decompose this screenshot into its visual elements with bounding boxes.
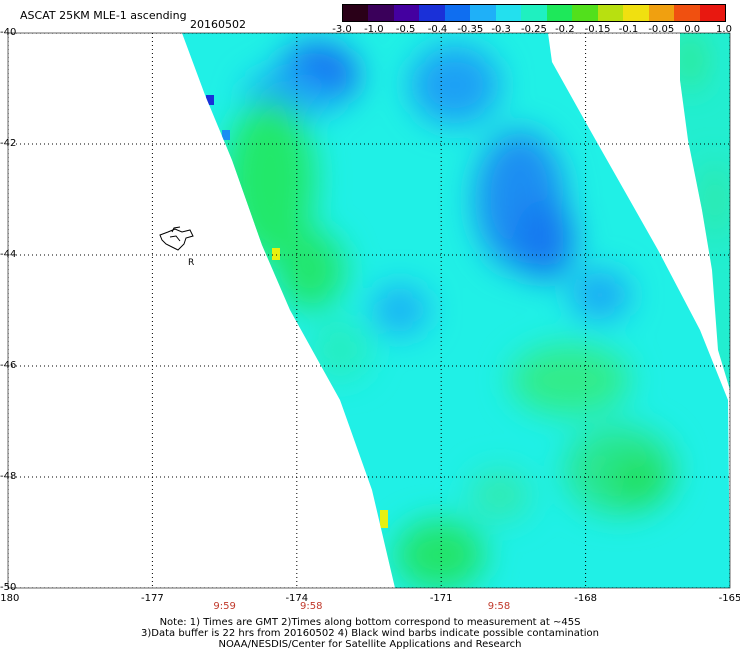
- colorbar-swatch: [521, 5, 547, 21]
- longitude-label: -174: [285, 593, 309, 604]
- latitude-label: -44: [0, 249, 17, 260]
- colorbar-swatch: [343, 5, 369, 21]
- note-line-1: Note: 1) Times are GMT 2)Times along bot…: [159, 617, 581, 628]
- latitude-label: -40: [0, 27, 17, 38]
- colorbar-tick-label: -0.05: [648, 24, 675, 35]
- longitude-label: -165: [718, 593, 740, 604]
- colorbar-swatch: [597, 5, 624, 21]
- colorbar-swatch: [444, 5, 471, 21]
- longitude-label: -171: [429, 593, 453, 604]
- plot-frame: [7, 32, 731, 589]
- latitude-label: -48: [0, 471, 17, 482]
- colorbar-swatch: [368, 5, 394, 21]
- colorbar-swatch: [495, 5, 522, 21]
- colorbar-tick-label: -3.0: [332, 24, 352, 35]
- colorbar-swatch: [419, 5, 445, 21]
- note-line-3: NOAA/NESDIS/Center for Satellite Applica…: [218, 639, 522, 650]
- swath-main: [182, 33, 730, 588]
- colorbar-swatch: [393, 5, 420, 21]
- map-title: ASCAT 25KM MLE-1 ascending: [20, 9, 187, 22]
- colorbar-tick-label: -0.35: [457, 24, 484, 35]
- colorbar-swatches: [343, 5, 726, 21]
- gridlines: [8, 33, 730, 588]
- colorbar-swatch: [648, 5, 675, 21]
- measurement-time-label: 9:58: [487, 601, 511, 612]
- colorbar: [342, 4, 726, 22]
- longitude-label: -180: [0, 593, 20, 604]
- longitude-label: -177: [141, 593, 164, 604]
- colorbar-tick-label: -1.0: [364, 24, 384, 35]
- colorbar-swatch: [572, 5, 598, 21]
- colorbar-swatch: [674, 5, 700, 21]
- colorbar-tick-label: -0.3: [491, 24, 511, 35]
- colorbar-tick-label: -0.4: [427, 24, 448, 35]
- longitude-label: -168: [574, 593, 597, 604]
- colorbar-tick-label: -0.2: [555, 24, 575, 35]
- island-outline: [159, 226, 194, 251]
- island-label: R: [188, 258, 194, 268]
- colorbar-swatch: [546, 5, 573, 21]
- colorbar-tick-label: 0.0: [684, 24, 701, 35]
- colorbar-tick-label: 1.0: [716, 24, 732, 35]
- note-line-2: 3)Data buffer is 22 hrs from 20160502 4)…: [141, 628, 599, 639]
- colorbar-swatch: [623, 5, 649, 21]
- colorbar-swatch: [699, 5, 726, 21]
- colorbar-tick-label: -0.25: [521, 24, 547, 35]
- latitude-label: -42: [0, 138, 17, 149]
- latitude-label: -46: [0, 360, 17, 371]
- colorbar-tick-label: -0.5: [395, 24, 416, 35]
- measurement-time-label: 9:59: [213, 601, 236, 612]
- colorbar-tick-label: -0.15: [584, 24, 611, 35]
- measurement-time-label: 9:58: [300, 601, 323, 612]
- latitude-label: -50: [0, 582, 17, 593]
- colorbar-swatch: [470, 5, 496, 21]
- map-date: 20160502: [190, 18, 246, 31]
- colorbar-tick-label: -0.1: [618, 24, 639, 35]
